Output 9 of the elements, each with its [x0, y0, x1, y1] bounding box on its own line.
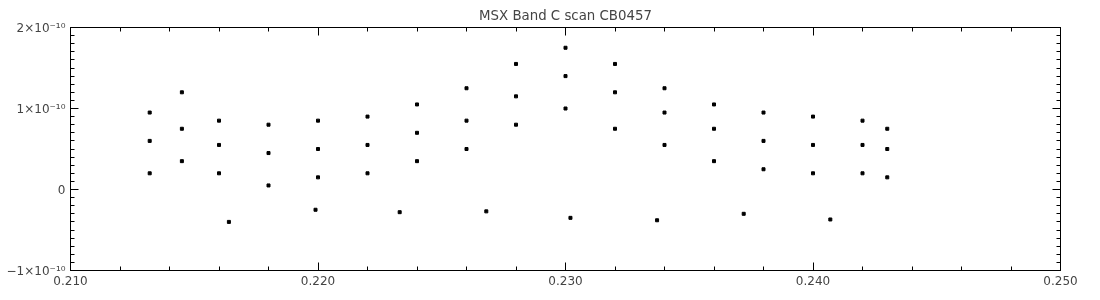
x-tick-label: 0.240 [795, 273, 831, 288]
chart-title: MSX Band C scan CB0457 [479, 7, 652, 23]
y-tick-label: 1×10⁻¹⁰ [16, 101, 66, 116]
y-tick-label: 0 [57, 182, 66, 197]
x-tick-label: 0.250 [1043, 273, 1078, 288]
y-tick-label: 2×10⁻¹⁰ [16, 20, 66, 35]
x-tick-label: 0.230 [548, 273, 583, 288]
x-tick-label: 0.210 [53, 273, 88, 288]
x-tick-label: 0.220 [300, 273, 336, 288]
